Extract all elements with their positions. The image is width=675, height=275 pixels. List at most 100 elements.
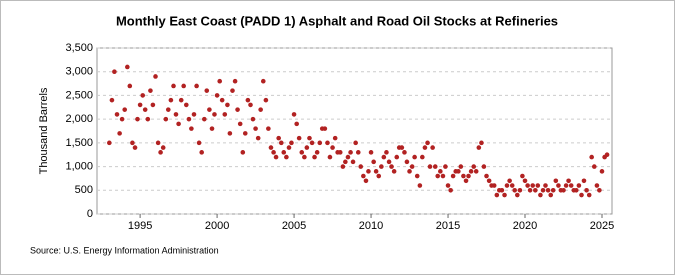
point — [394, 154, 400, 160]
y-tick-label: 2,500 — [65, 89, 93, 101]
point — [227, 131, 233, 136]
point — [494, 192, 500, 198]
point — [386, 159, 392, 165]
point — [456, 169, 461, 174]
point — [263, 97, 269, 103]
point — [225, 102, 230, 108]
point — [502, 192, 507, 198]
point — [273, 154, 279, 160]
point — [150, 102, 156, 108]
point — [230, 88, 235, 93]
point — [522, 178, 528, 184]
point — [597, 187, 602, 193]
point — [140, 93, 146, 98]
point — [173, 112, 179, 117]
x-tick-label: 1995 — [128, 220, 152, 232]
point — [368, 150, 374, 155]
point — [484, 173, 489, 179]
source: Source: U.S. Energy Information Administ… — [30, 245, 219, 255]
point — [545, 187, 551, 193]
point — [117, 131, 122, 136]
point — [348, 150, 353, 155]
x-tick-label: 2005 — [282, 220, 306, 232]
point — [358, 164, 364, 169]
point — [432, 164, 438, 169]
point — [525, 183, 530, 188]
point — [353, 140, 358, 146]
point — [148, 88, 153, 93]
point — [186, 116, 192, 122]
point — [491, 183, 497, 188]
point — [214, 93, 220, 98]
point — [235, 107, 240, 112]
point — [553, 178, 559, 184]
point — [160, 145, 166, 150]
point — [219, 97, 225, 103]
point — [199, 150, 204, 155]
point — [278, 140, 284, 146]
point — [194, 83, 199, 89]
point — [427, 164, 433, 169]
point — [132, 145, 138, 150]
point — [271, 150, 276, 155]
point — [548, 192, 554, 198]
point — [165, 107, 171, 112]
chart-title: Monthly East Coast (PADD 1) Asphalt and … — [116, 13, 558, 28]
point — [125, 64, 130, 70]
point — [443, 164, 448, 169]
point — [137, 102, 143, 108]
point — [589, 154, 594, 160]
x-tick-label: 2000 — [205, 220, 229, 232]
point — [178, 97, 184, 103]
point — [412, 154, 417, 160]
point — [473, 169, 479, 174]
point — [509, 183, 515, 188]
point — [468, 169, 474, 174]
point — [309, 140, 315, 146]
point — [255, 135, 261, 141]
point — [181, 83, 186, 89]
point — [248, 102, 253, 108]
point — [304, 145, 310, 150]
point — [599, 169, 605, 174]
point — [476, 145, 482, 150]
point — [363, 178, 369, 184]
point — [307, 135, 312, 141]
point — [327, 154, 333, 160]
point — [207, 107, 212, 112]
point — [296, 135, 302, 141]
point — [361, 173, 366, 179]
point — [404, 159, 410, 165]
y-tick-label: 1,500 — [65, 137, 93, 149]
point — [540, 187, 546, 193]
point — [340, 164, 346, 169]
point — [242, 131, 248, 136]
point — [504, 183, 510, 188]
point — [458, 164, 464, 169]
point — [407, 169, 412, 174]
point — [563, 183, 569, 188]
point — [107, 140, 112, 146]
y-tick-label: 1,000 — [65, 160, 93, 172]
point — [384, 150, 389, 155]
point — [448, 187, 453, 193]
point — [550, 187, 556, 193]
x-tick-label: 2025 — [590, 220, 614, 232]
point — [499, 187, 505, 193]
point — [450, 173, 456, 179]
point — [355, 150, 361, 155]
point — [409, 164, 415, 169]
x-tick-label: 2015 — [436, 220, 460, 232]
point — [281, 150, 287, 155]
point — [191, 112, 197, 117]
y-tick-label: 2,000 — [65, 113, 93, 125]
point — [245, 97, 251, 103]
point — [332, 135, 338, 141]
point — [163, 116, 169, 122]
point — [204, 88, 210, 93]
point — [268, 145, 274, 150]
point — [420, 154, 425, 160]
point — [289, 140, 294, 146]
point — [291, 112, 297, 117]
point — [581, 178, 587, 184]
